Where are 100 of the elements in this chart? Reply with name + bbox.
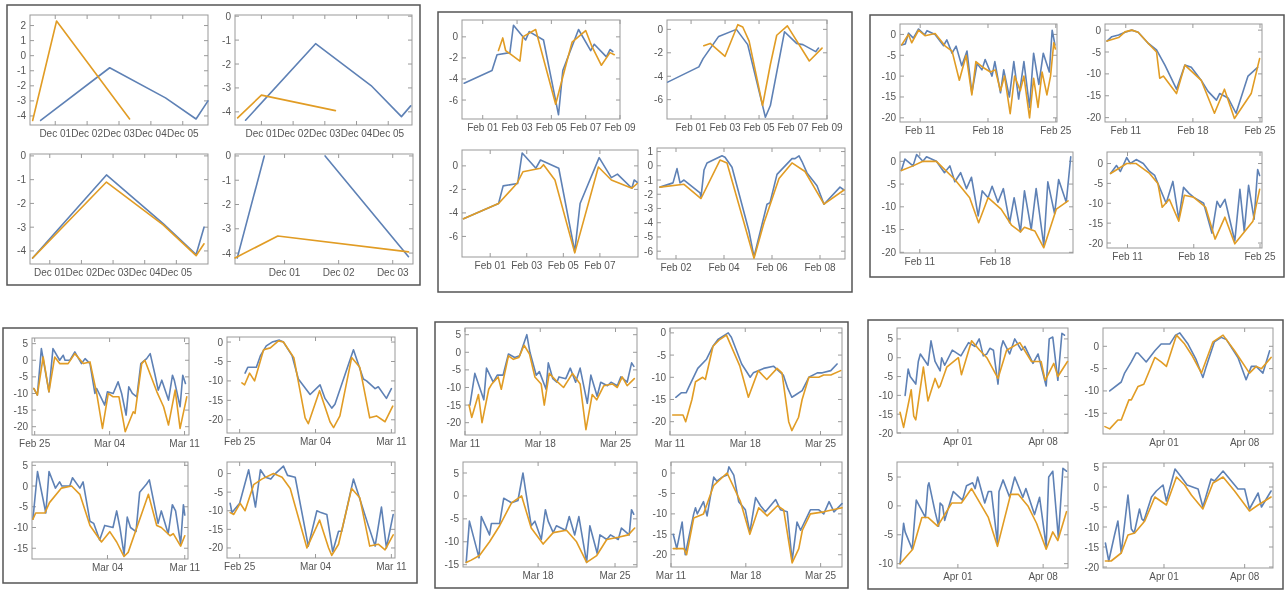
- y-tick-label: -2: [654, 47, 664, 59]
- x-tick-label: Apr 01: [943, 436, 974, 447]
- x-tick-label: Dec 02: [277, 128, 310, 139]
- y-tick-label: -5: [887, 178, 897, 190]
- x-tick-label: Dec 03: [376, 267, 409, 278]
- y-tick-label: -15: [1088, 217, 1104, 229]
- y-tick-label: 0: [1093, 481, 1100, 493]
- x-tick-label: Dec 04: [128, 267, 161, 278]
- x-tick-label: Feb 25: [1040, 125, 1072, 136]
- y-tick-label: -10: [1088, 197, 1104, 209]
- x-tick-label: Apr 08: [1028, 571, 1059, 582]
- y-tick-label: -20: [1088, 237, 1104, 249]
- x-tick-label: Feb 07: [584, 260, 616, 271]
- x-tick-label: Feb 11: [1112, 251, 1144, 262]
- x-tick-label: Mar 04: [91, 562, 124, 573]
- y-tick-label: -15: [1084, 541, 1100, 553]
- y-tick-label: -6: [449, 230, 459, 242]
- y-tick-label: -10: [1084, 385, 1100, 397]
- x-tick-label: Feb 03: [511, 260, 543, 271]
- y-tick-label: 0: [217, 336, 224, 348]
- x-tick-label: Feb 11: [904, 256, 936, 267]
- y-tick-label: 0: [22, 480, 29, 492]
- y-tick-label: -3: [222, 82, 232, 94]
- y-tick-label: -1: [17, 174, 27, 186]
- x-tick-label: Feb 11: [1110, 125, 1142, 136]
- y-tick-label: -10: [652, 508, 668, 520]
- x-tick-label: Apr 01: [1149, 437, 1180, 448]
- y-tick-label: -10: [208, 375, 224, 387]
- y-tick-label: 5: [887, 333, 894, 345]
- x-tick-label: Apr 01: [1149, 571, 1180, 582]
- y-tick-label: -4: [17, 110, 27, 122]
- x-tick-label: Mar 11: [655, 570, 687, 581]
- x-tick-label: Feb 05: [535, 122, 568, 133]
- x-tick-label: Mar 25: [805, 570, 837, 581]
- x-tick-label: Mar 11: [169, 438, 201, 449]
- y-tick-label: -3: [17, 95, 27, 107]
- y-tick-label: -20: [652, 549, 668, 561]
- x-tick-label: Dec 03: [308, 128, 342, 139]
- x-tick-label: Apr 01: [943, 571, 974, 582]
- y-tick-label: -5: [19, 501, 29, 513]
- y-tick-label: -4: [644, 217, 654, 229]
- x-tick-label: Mar 18: [730, 570, 762, 581]
- y-tick-label: -3: [222, 223, 232, 235]
- y-tick-label: -20: [1084, 561, 1100, 573]
- y-tick-label: -5: [644, 231, 654, 243]
- x-tick-label: Feb 25: [224, 561, 256, 572]
- x-tick-label: Dec 03: [97, 267, 130, 278]
- y-tick-label: -15: [444, 559, 460, 571]
- x-tick-label: Mar 18: [522, 570, 555, 581]
- y-tick-label: -15: [13, 404, 29, 416]
- y-tick-label: -4: [654, 70, 664, 82]
- y-tick-label: 0: [657, 23, 664, 35]
- y-tick-label: -2: [17, 197, 27, 209]
- y-tick-label: -20: [446, 417, 462, 429]
- y-tick-label: -1: [644, 174, 654, 186]
- y-tick-label: -20: [208, 542, 224, 554]
- y-tick-label: -3: [17, 221, 27, 233]
- y-tick-label: 1: [647, 146, 654, 158]
- y-tick-label: -10: [444, 536, 460, 548]
- x-tick-label: Mar 25: [599, 570, 632, 581]
- y-tick-label: -2: [644, 188, 654, 200]
- y-tick-label: -2: [449, 52, 459, 64]
- x-tick-label: Feb 18: [979, 256, 1012, 267]
- x-tick-label: Mar 25: [804, 438, 837, 449]
- y-tick-label: -5: [1094, 177, 1104, 189]
- x-tick-label: Dec 04: [135, 128, 168, 139]
- y-tick-label: 0: [20, 150, 27, 162]
- y-tick-label: -1: [222, 174, 232, 186]
- x-tick-label: Feb 18: [972, 125, 1004, 136]
- x-tick-label: Dec 02: [71, 128, 104, 139]
- y-tick-label: -5: [214, 486, 224, 498]
- y-tick-label: 0: [225, 10, 232, 22]
- y-tick-label: 0: [890, 28, 897, 40]
- x-tick-label: Mar 11: [654, 438, 686, 449]
- y-tick-label: 2: [20, 20, 27, 32]
- y-tick-label: -15: [446, 399, 462, 411]
- x-tick-label: Mar 11: [449, 438, 481, 449]
- y-tick-label: -1: [17, 65, 27, 77]
- y-tick-label: 0: [22, 354, 29, 366]
- y-tick-label: -5: [884, 371, 894, 383]
- x-tick-label: Feb 01: [474, 260, 507, 271]
- x-tick-label: Dec 02: [322, 267, 355, 278]
- y-tick-label: -4: [449, 207, 459, 219]
- y-tick-label: 0: [217, 468, 224, 480]
- y-tick-label: 0: [452, 31, 459, 43]
- x-tick-label: Feb 07: [777, 122, 810, 133]
- y-tick-label: 0: [660, 327, 667, 339]
- y-tick-label: 5: [22, 459, 29, 471]
- y-tick-label: -6: [644, 245, 654, 257]
- y-tick-label: -5: [214, 355, 224, 367]
- x-tick-label: Dec 04: [340, 128, 373, 139]
- x-tick-label: Feb 25: [224, 436, 256, 447]
- x-tick-label: Feb 06: [756, 262, 788, 273]
- x-tick-label: Feb 03: [501, 122, 534, 133]
- y-tick-label: -5: [450, 513, 460, 525]
- x-tick-label: Dec 01: [39, 128, 72, 139]
- y-tick-label: -20: [208, 414, 224, 426]
- y-tick-label: -4: [449, 73, 459, 85]
- y-tick-label: 0: [1093, 340, 1100, 352]
- x-tick-label: Feb 07: [570, 122, 602, 133]
